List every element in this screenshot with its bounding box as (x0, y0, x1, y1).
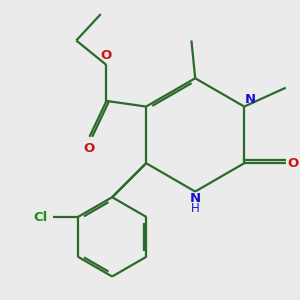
Text: O: O (83, 142, 94, 154)
Text: O: O (101, 49, 112, 62)
Text: Cl: Cl (33, 211, 48, 224)
Text: H: H (191, 202, 200, 215)
Text: O: O (288, 157, 299, 170)
Text: N: N (190, 191, 201, 205)
Text: N: N (245, 93, 256, 106)
